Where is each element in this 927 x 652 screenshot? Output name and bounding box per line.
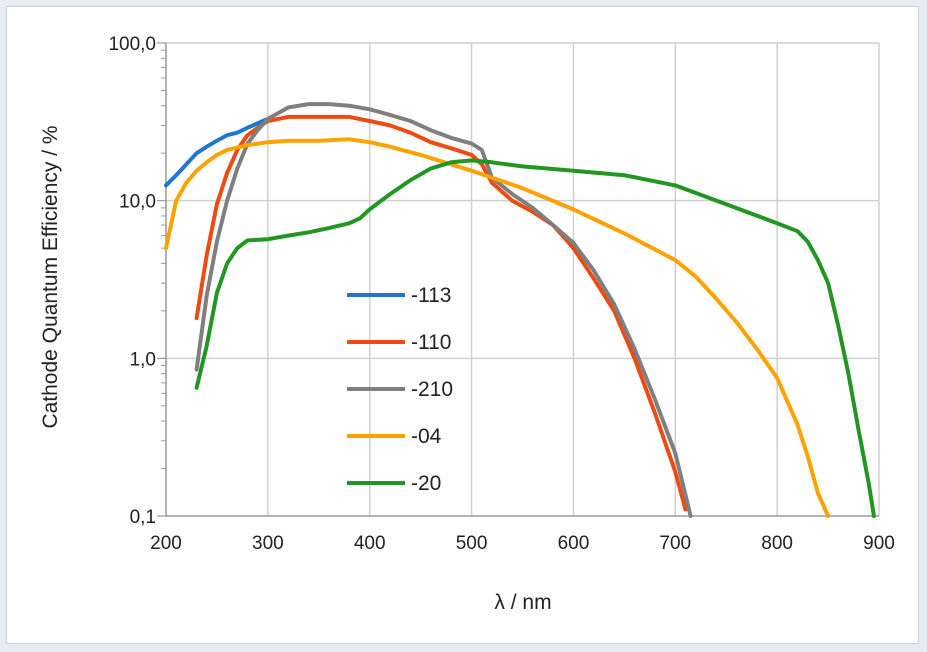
x-tick-label: 400: [354, 533, 386, 554]
y-tick-label: 1,0: [130, 349, 156, 370]
y-tick-label: 10,0: [119, 192, 156, 213]
series-line-20: [194, 158, 876, 518]
x-tick-label: 300: [252, 533, 284, 554]
series-line-04: [164, 137, 831, 518]
qe-chart: 200 300 400 500 600 700 800 900 0,1 1,0 10,0 100,0…: [39, 34, 895, 614]
series-lines: [164, 102, 876, 518]
x-tick-label: 500: [456, 533, 488, 554]
x-tick-label: 900: [863, 533, 895, 554]
x-axis-label: λ / nm: [494, 591, 551, 614]
y-tick-labels: 0,1 1,0 10,0 100,0: [108, 34, 156, 528]
x-tick-label: 800: [761, 533, 793, 554]
x-tick-label: 700: [659, 533, 691, 554]
x-tick-label: 600: [558, 533, 590, 554]
series-line-110: [194, 114, 688, 512]
legend-label: -04: [411, 425, 442, 448]
series-line-113: [164, 116, 270, 188]
legend: -113 -110 -210 -04 -20: [347, 284, 453, 495]
legend-label: -113: [411, 284, 451, 307]
axes: [157, 42, 879, 517]
x-tick-label: 200: [150, 533, 182, 554]
y-axis-label: Cathode Quantum Efficiency / %: [39, 125, 62, 428]
chart-frame: 200 300 400 500 600 700 800 900 0,1 1,0 10,0 100,0…: [6, 6, 919, 644]
x-tick-labels: 200 300 400 500 600 700 800 900: [150, 533, 895, 554]
y-tick-label: 100,0: [108, 34, 156, 55]
legend-label: -110: [411, 331, 451, 354]
y-tick-label: 0,1: [130, 507, 156, 528]
legend-label: -20: [411, 472, 441, 495]
legend-label: -210: [411, 378, 453, 401]
series-line-210: [194, 102, 693, 518]
